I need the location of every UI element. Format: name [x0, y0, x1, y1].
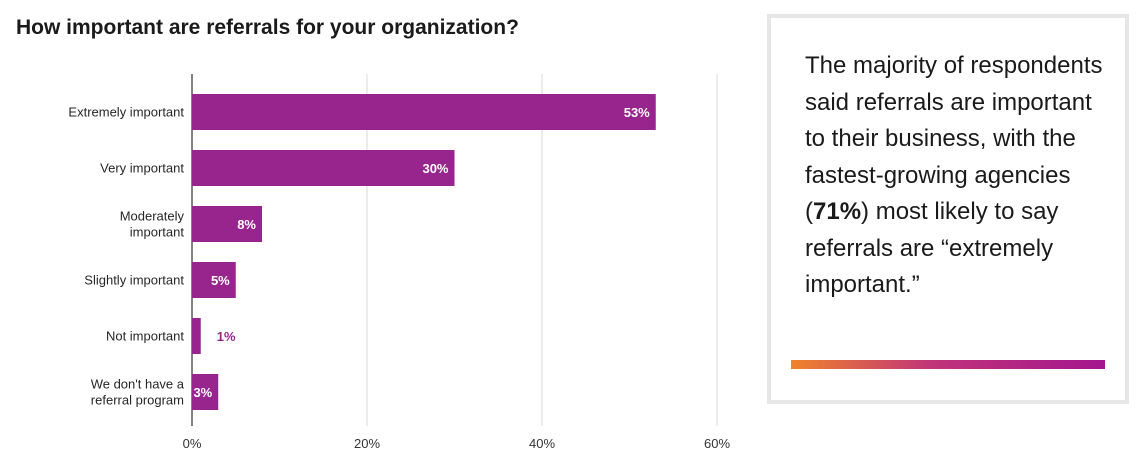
- bar-chart: 0% 20% 40% 60% Extremely important 53% Very im…: [68, 74, 730, 451]
- callout-highlight: 71%: [813, 198, 862, 225]
- bar: [192, 150, 455, 186]
- callout-text-after: ) most likely to say referrals are “extr…: [805, 198, 1059, 298]
- callout-box: The majority of respondents said referra…: [767, 14, 1129, 404]
- callout-text-before: The majority of respondents said referra…: [805, 52, 1103, 225]
- data-label: 8%: [237, 217, 256, 232]
- data-label: 3%: [193, 385, 212, 400]
- category-label: Not important: [106, 329, 184, 344]
- category-label: Very important: [100, 161, 184, 176]
- data-label: 5%: [211, 273, 230, 288]
- bar: [192, 206, 262, 242]
- category-label: We don't have a: [91, 377, 185, 392]
- x-tick-label: 40%: [529, 436, 555, 451]
- x-tick-label: 20%: [354, 436, 380, 451]
- category-label: Slightly important: [84, 273, 184, 288]
- bar: [192, 374, 219, 410]
- data-label: 1%: [217, 329, 236, 344]
- x-tick-label: 0%: [183, 436, 202, 451]
- callout-text: The majority of respondents said referra…: [805, 48, 1105, 304]
- data-label: 53%: [624, 105, 650, 120]
- data-label: 30%: [422, 161, 448, 176]
- category-label: Extremely important: [68, 105, 184, 120]
- x-tick-label: 60%: [704, 436, 730, 451]
- chart-title: How important are referrals for your org…: [16, 16, 519, 39]
- category-label: important: [130, 225, 185, 240]
- bar: [192, 262, 236, 298]
- accent-gradient-bar: [791, 360, 1105, 369]
- category-label: referral program: [91, 393, 184, 408]
- bar: [192, 94, 656, 130]
- category-label: Moderately: [120, 209, 185, 224]
- bar: [192, 318, 201, 354]
